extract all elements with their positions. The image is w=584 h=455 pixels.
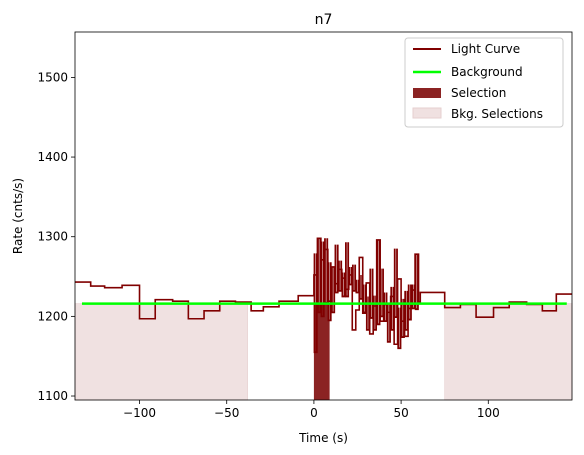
light-curve-bin-6	[334, 244, 339, 294]
legend-selection-label: Selection	[451, 86, 506, 100]
chart-title: n7	[315, 12, 333, 28]
light-curve-bin-23	[393, 248, 398, 319]
y-axis-label: Rate (cnts/s)	[11, 178, 25, 254]
x-ticks: −100 −50 0 50 100	[123, 400, 500, 420]
light-curve-bin-27	[407, 284, 412, 321]
legend-selection-swatch	[413, 88, 441, 98]
legend: Light Curve Background Selection Bkg. Se…	[404, 37, 564, 128]
light-curve-bin-19	[379, 268, 384, 318]
light-curve-bin-17	[372, 295, 377, 331]
light-curve-bin-20	[383, 292, 388, 323]
selection-layer	[313, 303, 330, 400]
legend-light-curve-label: Light Curve	[451, 42, 520, 56]
legend-background-label: Background	[451, 65, 523, 79]
light-curve-bin-10	[348, 266, 353, 286]
x-tick-label: 50	[393, 406, 408, 420]
light-curve-bin-9	[344, 242, 350, 298]
x-tick-label: 100	[477, 406, 500, 420]
y-tick-label: 1400	[37, 150, 68, 164]
y-tick-label: 1300	[37, 230, 68, 244]
light-curve-bin-13	[358, 274, 364, 300]
light-curve-bin-25	[400, 298, 405, 338]
legend-box	[404, 37, 564, 128]
background-selection-layer	[74, 303, 573, 401]
x-tick-label: −50	[214, 406, 239, 420]
y-ticks: 1100 1200 1300 1400 1500	[37, 70, 75, 403]
light-curve-bin-8	[341, 272, 346, 298]
light-curve-bin-28	[411, 284, 416, 310]
axes-frame	[74, 31, 573, 401]
light-curve-bin-21	[386, 304, 391, 343]
light-curve-bin-26	[404, 290, 409, 331]
light-curve-bin-29	[414, 254, 419, 311]
legend-bkg-selections-swatch	[412, 107, 442, 119]
y-tick-label: 1500	[37, 70, 68, 84]
x-axis-label: Time (s)	[298, 431, 348, 445]
light-curve-bin-1	[317, 238, 322, 314]
x-tick-label: 0	[310, 406, 318, 420]
light-curve-bin-24	[397, 307, 402, 350]
light-curve-bin-14	[362, 284, 367, 314]
light-curve-bin-7	[338, 260, 343, 292]
y-tick-label: 1200	[37, 309, 68, 323]
light-curve-layer	[75, 237, 572, 354]
light-curve-bin-16	[369, 268, 374, 319]
light-curve-bin-5	[331, 266, 336, 314]
light-curve-bin-15	[365, 296, 371, 331]
bkg-selection-region-1	[444, 303, 573, 401]
bkg-selection-region-0	[74, 303, 248, 401]
light-curve-bin-12	[355, 279, 360, 294]
legend-bkg-selections-label: Bkg. Selections	[451, 107, 543, 121]
selection-region	[313, 303, 330, 400]
light-curve-bin-4	[327, 262, 332, 322]
x-tick-label: −100	[123, 406, 156, 420]
light-curve-bin-18	[376, 239, 381, 326]
light-curve-bin-11	[351, 264, 357, 292]
light-curve-bin-22	[390, 286, 395, 331]
light-curve-line	[75, 237, 572, 346]
y-tick-label: 1100	[37, 389, 68, 403]
light-curve-bin-2	[320, 241, 325, 318]
